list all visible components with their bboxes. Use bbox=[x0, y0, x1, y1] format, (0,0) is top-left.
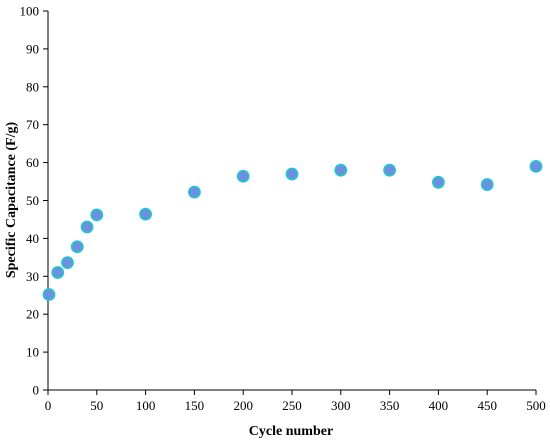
data-point bbox=[90, 208, 104, 222]
x-tick-label: 450 bbox=[477, 398, 497, 413]
y-tick-label: 30 bbox=[26, 269, 39, 284]
y-tick-label: 80 bbox=[26, 79, 39, 94]
y-tick-label: 90 bbox=[26, 41, 39, 56]
axes bbox=[47, 11, 536, 391]
y-tick-label: 20 bbox=[26, 307, 39, 322]
x-tick-label: 0 bbox=[45, 398, 52, 413]
data-point bbox=[480, 178, 494, 191]
y-tick-label: 40 bbox=[26, 231, 39, 246]
x-tick-label: 200 bbox=[233, 398, 253, 413]
x-axis-ticks: 0 50 100 150 200 250 300 350 400 450 500 bbox=[45, 390, 546, 413]
data-point bbox=[80, 220, 94, 234]
x-tick-label: 300 bbox=[331, 398, 351, 413]
x-tick-label: 400 bbox=[429, 398, 449, 413]
x-tick-label: 100 bbox=[136, 398, 156, 413]
y-tick-label: 50 bbox=[26, 193, 39, 208]
x-tick-label: 350 bbox=[380, 398, 400, 413]
data-point bbox=[187, 185, 201, 199]
x-tick-label: 500 bbox=[526, 398, 546, 413]
y-axis-title: Specific Capacitance (F/g) bbox=[4, 122, 19, 279]
data-point bbox=[236, 169, 250, 183]
data-point bbox=[139, 207, 152, 221]
y-tick-label: 70 bbox=[26, 117, 39, 132]
x-tick-label: 250 bbox=[282, 398, 302, 413]
x-tick-label: 150 bbox=[185, 398, 205, 413]
y-tick-label: 60 bbox=[26, 155, 39, 170]
data-point bbox=[42, 288, 56, 301]
y-axis-ticks: 0 10 20 30 40 50 60 70 80 90 100 bbox=[20, 4, 48, 398]
y-tick-label: 10 bbox=[26, 345, 39, 360]
data-point bbox=[334, 163, 348, 177]
data-point bbox=[70, 240, 84, 254]
x-axis-title: Cycle number bbox=[249, 424, 333, 439]
data-point bbox=[529, 159, 543, 173]
data-point bbox=[61, 256, 74, 270]
data-points bbox=[42, 159, 543, 301]
data-point bbox=[383, 163, 396, 177]
y-tick-label: 0 bbox=[33, 383, 40, 398]
x-tick-label: 50 bbox=[90, 398, 103, 413]
data-point bbox=[285, 167, 299, 181]
y-tick-label: 100 bbox=[20, 4, 40, 19]
data-point bbox=[431, 175, 445, 189]
data-point bbox=[51, 266, 65, 279]
